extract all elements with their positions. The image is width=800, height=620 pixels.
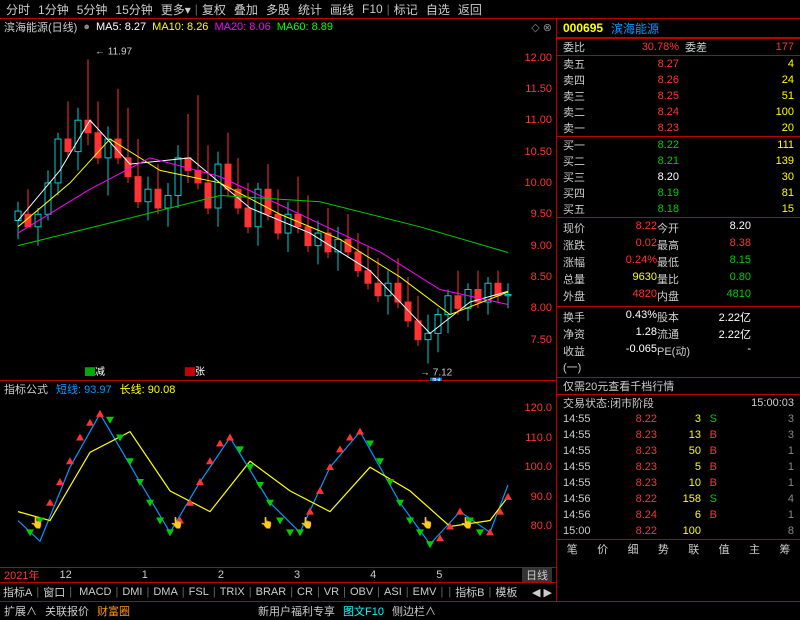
bid-row: 买四8.1981 (557, 185, 800, 201)
btab-筹[interactable]: 筹 (779, 541, 790, 557)
svg-text:← 11.97: ← 11.97 (95, 46, 132, 57)
stock-code: 000695 (563, 21, 603, 35)
btab-势[interactable]: 势 (658, 541, 669, 557)
ind-EMV[interactable]: EMV (413, 586, 437, 598)
ind-tpl[interactable]: 模板 (495, 584, 517, 600)
ind-TRIX[interactable]: TRIX (220, 586, 245, 598)
promo-row[interactable]: 仅需20元查看千档行情 (557, 377, 800, 394)
bid-row: 买五8.1815 (557, 201, 800, 217)
btab-细[interactable]: 细 (627, 541, 638, 557)
status-row: 交易状态:闭市阶段 15:00:03 (557, 394, 800, 411)
svg-text:👆: 👆 (300, 516, 314, 529)
trade-row: 14:558.235B1 (557, 459, 800, 475)
tab-tick[interactable]: 分时 (6, 1, 30, 18)
btn-f10[interactable]: F10 (362, 2, 383, 16)
ind-ASI[interactable]: ASI (384, 586, 402, 598)
btn-back[interactable]: 返回 (458, 1, 482, 18)
svg-text:👆: 👆 (460, 516, 474, 529)
btn-multi[interactable]: 多股 (266, 1, 290, 18)
foot-link[interactable]: 关联报价 (45, 603, 89, 619)
ind-dx: 短线: 93.97 (56, 381, 112, 397)
ind-OBV[interactable]: OBV (350, 586, 373, 598)
ask-row: 卖二8.24100 (557, 104, 800, 120)
bottom-tabs: 笔价细势联值主筹 (557, 539, 800, 558)
candlestick-chart[interactable]: ← 11.97→ 7.12财▇减▇张 12.0011.5011.0010.501… (0, 35, 556, 381)
tab-more[interactable]: 更多▾ (161, 1, 191, 18)
ask-row: 卖五8.274 (557, 56, 800, 72)
timeline: 2021年 12 1 2 3 4 5 日线 (0, 568, 556, 582)
stock-name: 滨海能源 (611, 20, 659, 37)
indicator-bar: 指标A| 窗口| MACD|DMI|DMA|FSL|TRIX|BRAR|CR|V… (0, 582, 556, 601)
ask-row: 卖四8.2624 (557, 72, 800, 88)
ind-VR[interactable]: VR (324, 586, 339, 598)
ma10-label: MA10: 8.26 (152, 21, 208, 33)
ma5-label: MA5: 8.27 (96, 21, 146, 33)
footer: 扩展∧ 关联报价 财富圈 新用户福利专享 图文F10 侧边栏∧ (0, 601, 800, 620)
svg-text:▇减: ▇减 (85, 366, 105, 378)
svg-text:👆: 👆 (30, 516, 44, 529)
btab-笔[interactable]: 笔 (567, 541, 578, 557)
trade-row: 14:568.22158S4 (557, 491, 800, 507)
trade-row: 14:558.2350B1 (557, 443, 800, 459)
ind-FSL[interactable]: FSL (189, 586, 209, 598)
btn-stats[interactable]: 统计 (298, 1, 322, 18)
bid-row: 买二8.21139 (557, 153, 800, 169)
btn-overlay[interactable]: 叠加 (234, 1, 258, 18)
quote-panel2: 换手0.43%股本2.22亿净资1.28流通2.22亿收益(一)-0.065PE… (557, 306, 800, 377)
tab-5m[interactable]: 5分钟 (77, 1, 108, 18)
chart-header: 滨海能源(日线) ● MA5: 8.27 MA10: 8.26 MA20: 8.… (0, 19, 556, 35)
btab-值[interactable]: 值 (719, 541, 730, 557)
indicator-chart[interactable]: 👆👆👆👆👆👆 120.0110.0100.090.080.0 (0, 397, 556, 568)
quote-panel: 现价8.22今开8.20涨跌0.02最高8.38涨幅0.24%最低8.15总量9… (557, 217, 800, 306)
ask-row: 卖三8.2551 (557, 88, 800, 104)
ind-CR[interactable]: CR (297, 586, 313, 598)
svg-text:👆: 👆 (170, 516, 184, 529)
foot-expand[interactable]: 扩展∧ (4, 603, 37, 619)
btn-draw[interactable]: 画线 (330, 1, 354, 18)
tab-1m[interactable]: 1分钟 (38, 1, 69, 18)
trade-row: 14:558.2310B1 (557, 475, 800, 491)
ma60-label: MA60: 8.89 (277, 21, 333, 33)
ind-title: 指标公式 (4, 381, 48, 397)
ind-DMA[interactable]: DMA (153, 586, 177, 598)
trade-row: 14:558.223S3 (557, 411, 800, 427)
stock-header: 000695 滨海能源 (557, 19, 800, 38)
ind-MACD[interactable]: MACD (79, 586, 111, 598)
ind-cx: 长线: 90.08 (120, 381, 176, 397)
btab-价[interactable]: 价 (597, 541, 608, 557)
bid-row: 买一8.22111 (557, 137, 800, 153)
svg-text:财: 财 (432, 376, 441, 381)
trade-row: 14:568.246B1 (557, 507, 800, 523)
btab-主[interactable]: 主 (749, 541, 760, 557)
svg-text:▇张: ▇张 (185, 366, 205, 378)
ma20-label: MA20: 8.06 (214, 21, 270, 33)
trade-list: 14:558.223S314:558.2313B314:558.2350B114… (557, 411, 800, 539)
indicator-header: 指标公式 短线: 93.97 长线: 90.08 (0, 381, 556, 397)
trade-row: 15:008.221008 (557, 523, 800, 539)
top-toolbar: 分时 1分钟 5分钟 15分钟 更多▾ | 复权 叠加 多股 统计 画线 F10… (0, 0, 800, 19)
foot-promo[interactable]: 新用户福利专享 (258, 603, 335, 619)
svg-text:👆: 👆 (420, 516, 434, 529)
ind-a[interactable]: 指标A (3, 584, 32, 600)
ratio-row: 委比 30.78% 委差 177 (557, 38, 800, 55)
btn-mark[interactable]: 标记 (394, 1, 418, 18)
btab-联[interactable]: 联 (688, 541, 699, 557)
foot-side[interactable]: 侧边栏∧ (392, 603, 436, 619)
kline-label: 滨海能源(日线) (4, 19, 77, 35)
svg-text:👆: 👆 (260, 516, 274, 529)
foot-wealth[interactable]: 财富圈 (97, 603, 130, 619)
btn-fq[interactable]: 复权 (202, 1, 226, 18)
tab-15m[interactable]: 15分钟 (115, 1, 152, 18)
bid-row: 买三8.2030 (557, 169, 800, 185)
ind-DMI[interactable]: DMI (122, 586, 142, 598)
ind-window[interactable]: 窗口 (43, 584, 65, 600)
foot-f10[interactable]: 图文F10 (343, 603, 384, 619)
ind-BRAR[interactable]: BRAR (256, 586, 287, 598)
trade-row: 14:558.2313B3 (557, 427, 800, 443)
ask-row: 卖一8.2320 (557, 120, 800, 136)
ind-b[interactable]: 指标B (455, 584, 484, 600)
btn-fav[interactable]: 自选 (426, 1, 450, 18)
